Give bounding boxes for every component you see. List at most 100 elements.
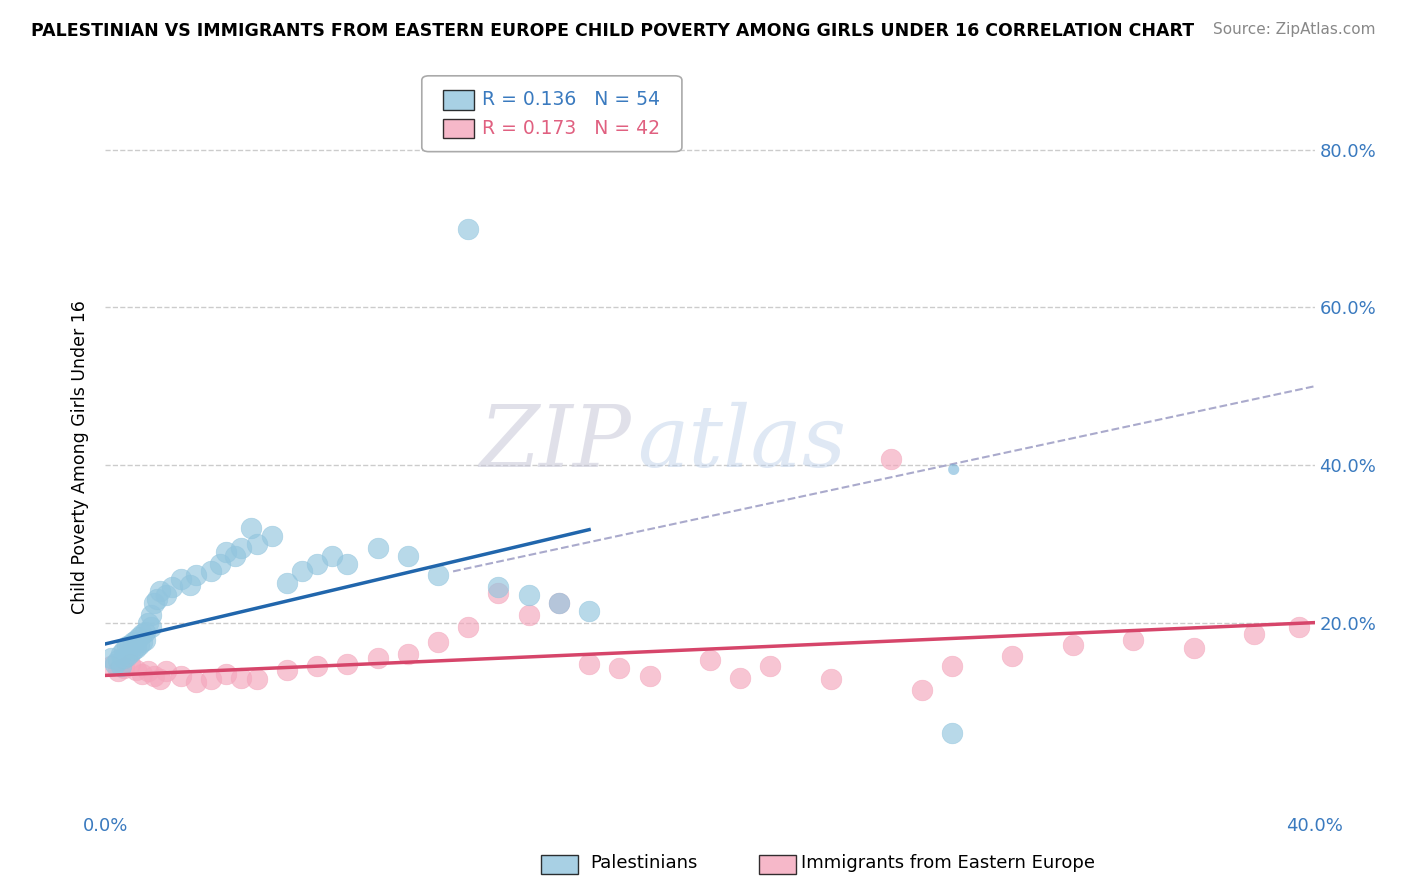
Point [517,588,540,602]
Point [1062,638,1084,652]
Point [517,607,540,622]
Point [911,682,934,697]
Point [307,557,329,571]
Point [231,541,253,555]
Point [149,673,172,687]
Point [128,630,150,644]
Point [115,639,138,653]
Point [609,661,631,675]
Point [134,625,156,640]
Point [103,657,125,671]
Point [128,638,150,652]
Point [155,665,177,679]
Text: R = 0.173   N = 42: R = 0.173 N = 42 [482,119,661,138]
Point [200,565,222,579]
Point [146,592,169,607]
Point [170,572,193,586]
Point [112,651,135,665]
Point [121,643,143,657]
Point [427,568,450,582]
Point [142,596,165,610]
Point [186,568,208,582]
Point [246,673,269,687]
Point [100,659,122,673]
Text: .: . [939,409,967,491]
Point [112,643,135,657]
Point [131,627,153,641]
Point [107,653,129,667]
Point [112,661,135,675]
Point [941,726,963,740]
Point [291,565,314,579]
Point [142,669,165,683]
Point [366,541,388,555]
Point [396,647,419,661]
Point [118,638,141,652]
Point [276,663,298,677]
Point [321,549,343,563]
Point [186,674,208,689]
Point [131,635,153,649]
Point [457,221,479,235]
Point [134,632,156,647]
Point [160,580,183,594]
Point [336,657,359,671]
Point [820,673,842,687]
Point [118,657,141,671]
Point [118,646,141,660]
Point [100,651,122,665]
Text: PALESTINIAN VS IMMIGRANTS FROM EASTERN EUROPE CHILD POVERTY AMONG GIRLS UNDER 16: PALESTINIAN VS IMMIGRANTS FROM EASTERN E… [31,22,1194,40]
Point [941,659,963,673]
Point [1182,640,1205,655]
Point [136,665,159,679]
Point [239,521,262,535]
Text: Immigrants from Eastern Europe: Immigrants from Eastern Europe [801,854,1095,871]
Text: atlas: atlas [637,401,846,484]
Point [638,669,661,683]
Point [115,648,138,663]
Point [578,604,600,618]
Point [488,585,510,599]
Point [149,584,172,599]
Point [209,557,232,571]
Point [548,596,571,610]
Point [124,663,148,677]
Point [336,557,359,571]
Point [1288,619,1310,633]
Point [110,647,132,661]
Point [121,635,143,649]
Point [155,588,177,602]
Point [139,607,162,622]
Point [139,619,162,633]
Point [124,632,148,647]
Point [488,580,510,594]
Point [880,451,903,466]
Point [200,673,222,687]
Point [170,669,193,683]
Point [548,596,571,610]
Point [1001,648,1024,663]
Point [136,615,159,630]
Point [1243,627,1265,641]
Point [759,659,782,673]
Point [578,657,600,671]
Point [1122,632,1144,647]
Text: ZIP: ZIP [479,401,631,484]
Point [179,578,201,592]
Point [260,529,283,543]
Point [427,635,450,649]
Point [110,659,132,673]
Point [107,665,129,679]
Point [396,549,419,563]
Point [124,640,148,655]
Point [699,653,721,667]
Point [276,576,298,591]
Text: R = 0.136   N = 54: R = 0.136 N = 54 [482,90,661,110]
Text: Palestinians: Palestinians [591,854,697,871]
Point [224,549,246,563]
Point [457,619,479,633]
Point [215,544,238,558]
Y-axis label: Child Poverty Among Girls Under 16: Child Poverty Among Girls Under 16 [72,301,90,614]
Point [307,659,329,673]
Point [131,666,153,681]
